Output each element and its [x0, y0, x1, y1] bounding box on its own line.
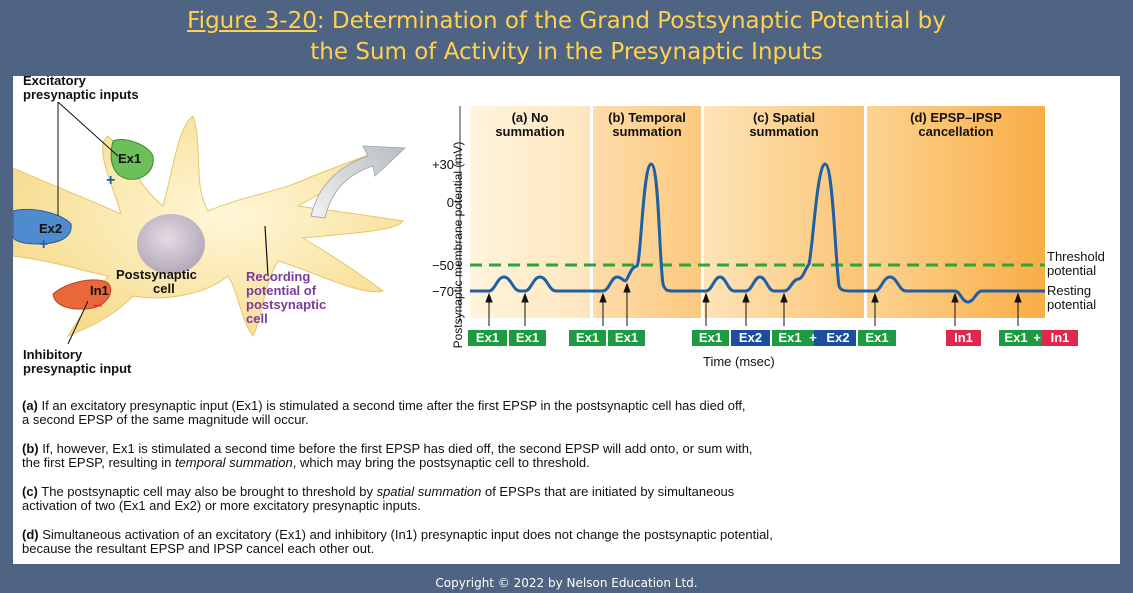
resting-label-line1: Resting	[1047, 283, 1092, 298]
caption-b: (b) If, however, Ex1 is stimulated a sec…	[22, 442, 1112, 470]
stim-label: In1	[954, 330, 973, 345]
inhibitory-pointer	[67, 300, 89, 345]
caption-c: (c) The postsynaptic cell may also be br…	[22, 485, 1112, 513]
graph-sections	[470, 106, 1045, 318]
recording-electrode-line	[264, 225, 269, 277]
ex1-terminal	[110, 139, 154, 180]
caption-b-text: , which may bring the postsynaptic cell …	[292, 455, 590, 470]
y-tick-0: 0	[446, 195, 454, 210]
y-tick-plus30: +30	[431, 157, 454, 172]
nucleus	[137, 214, 205, 274]
caption-c-text: activation of two (Ex1 and Ex2) or more …	[22, 498, 421, 513]
membrane-potential-trace	[470, 162, 1045, 304]
caption-a-text: If an excitatory presynaptic input (Ex1)…	[37, 398, 746, 413]
caption-d-tag: (d)	[22, 527, 39, 542]
recording-label-line2: potential of	[246, 283, 317, 298]
ex1-label: Ex1	[118, 151, 142, 166]
stim-label: Ex1	[865, 330, 889, 345]
recording-label-line1: Recording	[246, 269, 311, 284]
caption-a: (a) If an excitatory presynaptic input (…	[22, 399, 1112, 427]
inhibitory-label-line1: Inhibitory	[23, 347, 83, 362]
ex2-plus-sign: +	[39, 236, 49, 253]
y-axis-label: Postsynaptic membrane potential (mV)	[451, 141, 465, 349]
copyright-footer: Copyright © 2022 by Nelson Education Ltd…	[435, 576, 698, 590]
caption-c-emphasis: spatial summation	[376, 484, 482, 499]
postsynaptic-cell-body	[13, 115, 404, 338]
caption-c-tag: (c)	[22, 484, 38, 499]
stimulus-arrows	[485, 282, 1022, 326]
caption-b-text: the first EPSP, resulting in	[22, 455, 175, 470]
x-axis-label: Time (msec)	[703, 354, 775, 369]
neuron-illustration	[13, 101, 406, 345]
stim-plus: +	[809, 330, 817, 345]
inhibitory-label-line2: presynaptic input	[23, 361, 132, 376]
excitatory-pointer-1	[57, 101, 119, 157]
stim-label: Ex2	[826, 330, 850, 345]
section-b-title-line1: (b) Temporal	[608, 110, 686, 125]
stim-label: Ex1	[1004, 330, 1028, 345]
figure-title-line-2: the Sum of Activity in the Presynaptic I…	[310, 39, 823, 65]
ex2-terminal	[13, 208, 72, 245]
section-c-title-line1: (c) Spatial	[752, 110, 816, 125]
y-tick-minus70: −70	[431, 284, 454, 299]
stim-label: Ex1	[515, 330, 540, 345]
caption-b-text: If, however, Ex1 is stimulated a second …	[38, 441, 753, 456]
section-a-title-line1: (a) No	[511, 110, 549, 125]
stim-label: Ex1	[778, 330, 802, 345]
caption-d: (d) Simultaneous activation of an excita…	[22, 528, 1112, 556]
threshold-label-line1: Threshold	[1047, 249, 1105, 264]
stim-label: Ex1	[475, 330, 500, 345]
stimulus-boxes	[468, 330, 1078, 346]
caption-c-text: of EPSPs that are initiated by simultane…	[481, 484, 735, 499]
stim-plus: +	[1033, 330, 1041, 345]
excitatory-label-line1: Excitatory	[23, 76, 86, 88]
recording-label-line3: postsynaptic	[246, 297, 327, 312]
caption-c-text: The postsynaptic cell may also be brough…	[37, 484, 377, 499]
figure-panel: Excitatory presynaptic inputs Ex1 + Ex2 …	[13, 76, 1120, 564]
threshold-label-line2: potential	[1047, 263, 1097, 278]
recording-arrow	[310, 145, 406, 219]
stim-label: Ex2	[738, 330, 763, 345]
section-a-title-line2: summation	[495, 124, 565, 139]
section-c-title-line2: summation	[749, 124, 819, 139]
y-tick-minus50: −50	[431, 258, 454, 273]
ex2-label: Ex2	[39, 221, 63, 236]
title-bar: Figure 3-20: Determination of the Grand …	[0, 0, 1133, 76]
ex1-plus-sign: +	[106, 172, 116, 189]
caption-d-text: because the resultant EPSP and IPSP canc…	[22, 541, 375, 556]
caption-a-tag: (a)	[22, 398, 38, 413]
section-b-title-line2: summation	[612, 124, 682, 139]
caption-b-tag: (b)	[22, 441, 39, 456]
section-d-title-line2: cancellation	[918, 124, 994, 139]
section-d-title-line1: (d) EPSP–IPSP	[910, 110, 1002, 125]
caption-d-text: Simultaneous activation of an excitatory…	[38, 527, 773, 542]
excitatory-label-line2: presynaptic inputs	[23, 87, 139, 102]
in1-minus-sign: −	[93, 298, 103, 315]
caption-a-text: a second EPSP of the same magnitude will…	[22, 412, 309, 427]
figure-ref-link[interactable]: Figure 3-20	[187, 8, 317, 34]
figure-graphics	[13, 101, 1078, 346]
recording-label-line4: cell	[246, 311, 268, 326]
postsynaptic-label-line1: Postsynaptic	[116, 267, 197, 282]
stim-label: Ex1	[575, 330, 600, 345]
postsynaptic-label-line2: cell	[153, 281, 175, 296]
stim-label: In1	[1050, 330, 1070, 345]
stim-label: Ex1	[614, 330, 639, 345]
figure-title-line-1: Figure 3-20: Determination of the Grand …	[0, 6, 1133, 37]
title-text: : Determination of the Grand Postsynapti…	[316, 8, 946, 34]
in1-terminal	[52, 279, 112, 310]
section-a-bg	[470, 106, 590, 318]
stim-label: Ex1	[698, 330, 723, 345]
caption-b-emphasis: temporal summation	[174, 455, 293, 470]
in1-label: In1	[90, 283, 109, 298]
resting-label-line2: potential	[1047, 297, 1097, 312]
